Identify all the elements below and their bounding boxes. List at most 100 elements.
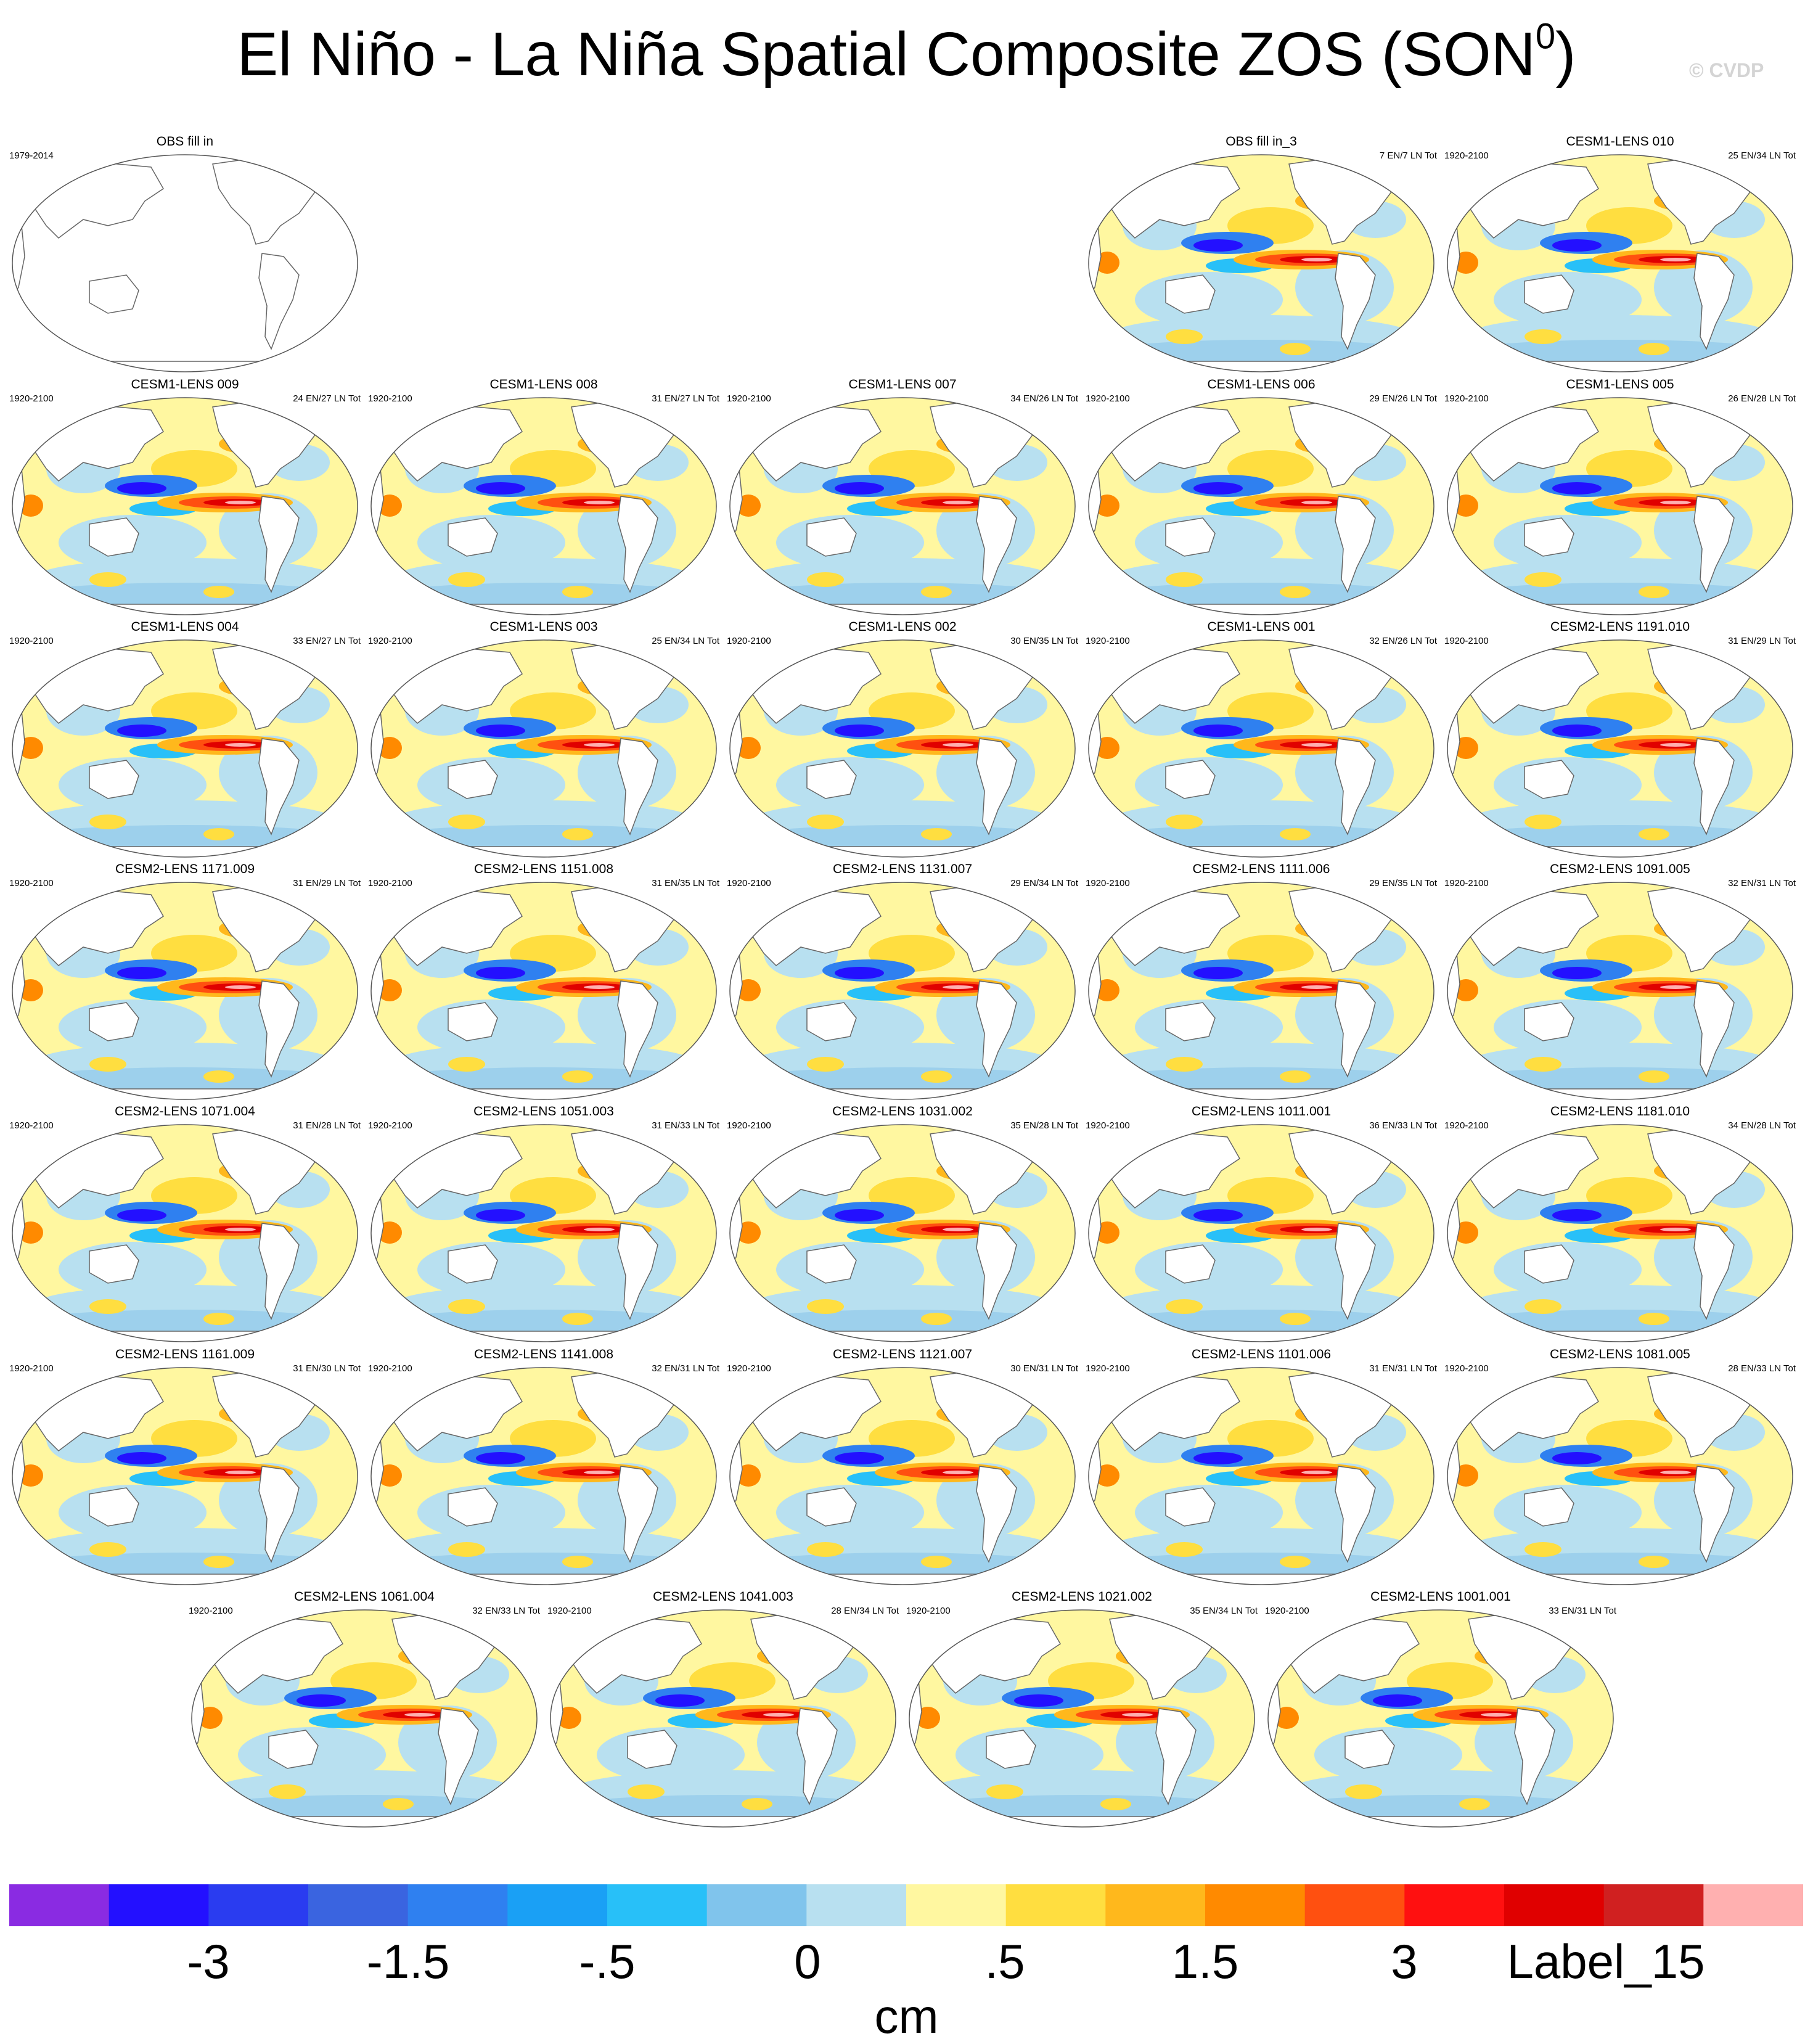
- el-nino-tongue-peak: [1660, 1471, 1691, 1474]
- panel-year-range: 1920-2100: [727, 1120, 771, 1131]
- map-border: [370, 397, 717, 615]
- west-pacific-negative-core: [655, 1694, 705, 1707]
- antarctica-landmass: [371, 1088, 716, 1099]
- south-america-landmass: [796, 1708, 838, 1805]
- ocean-anomaly-positive: [742, 1798, 772, 1810]
- south-america-landmass: [617, 738, 658, 835]
- antarctica-landmass: [1268, 1816, 1613, 1827]
- antarctica-landmass: [1089, 1331, 1434, 1342]
- robinson-map: [12, 1367, 358, 1585]
- antarctica-landmass: [730, 1331, 1075, 1342]
- panel-year-range: 1920-2100: [727, 1363, 771, 1374]
- robinson-map: [1447, 1367, 1793, 1585]
- australia-landmass: [627, 1730, 677, 1769]
- map-border: [729, 397, 1076, 615]
- australia-landmass: [448, 760, 498, 799]
- ocean-anomaly-positive: [1166, 1057, 1203, 1072]
- west-pacific-negative-core: [1193, 967, 1243, 979]
- map-border: [1088, 882, 1434, 1100]
- panel-event-counts: 25 EN/34 LN Tot: [652, 636, 719, 646]
- map-border: [909, 1609, 1255, 1828]
- australia-landmass: [89, 760, 139, 799]
- greenland-landmass: [316, 1130, 346, 1156]
- panel-title: CESM1-LENS 003: [489, 620, 598, 634]
- el-nino-tongue-peak: [1301, 501, 1332, 504]
- map-border: [1447, 639, 1793, 858]
- antarctica-landmass: [909, 1816, 1254, 1827]
- antarctica-landmass: [1089, 1088, 1434, 1099]
- robinson-map: [370, 1124, 717, 1342]
- australia-landmass: [89, 1487, 139, 1527]
- robinson-map: [1447, 639, 1793, 858]
- panel-year-range: 1920-2100: [1086, 393, 1130, 404]
- south-america-landmass: [1693, 1466, 1735, 1563]
- map-panel: OBS fill in 1979-2014: [9, 134, 361, 375]
- panel-year-range: 1920-2100: [547, 1606, 592, 1616]
- south-america-landmass: [1693, 253, 1735, 350]
- ocean-anomaly-positive: [1166, 815, 1203, 829]
- panel-title: OBS fill in_3: [1226, 134, 1297, 149]
- map-border: [729, 639, 1076, 858]
- el-nino-tongue-peak: [943, 501, 973, 504]
- antarctica-landmass: [12, 361, 358, 372]
- antarctica-landmass: [1089, 604, 1434, 615]
- west-pacific-negative-core: [117, 482, 166, 495]
- map-border: [1447, 1367, 1793, 1585]
- greenland-landmass: [854, 1615, 884, 1641]
- el-nino-tongue-peak: [1301, 1471, 1332, 1474]
- map-panel: CESM2-LENS 1051.003 1920-2100 31 EN/33 LN …: [368, 1104, 719, 1345]
- robinson-map: [1088, 882, 1434, 1100]
- ocean-anomaly-positive: [89, 815, 126, 829]
- panel-year-range: 1920-2100: [1444, 1363, 1489, 1374]
- australia-landmass: [1524, 1002, 1574, 1041]
- panel-event-counts: 35 EN/34 LN Tot: [1190, 1606, 1258, 1616]
- south-america-landmass: [1335, 980, 1376, 1078]
- colorbar-tick-label: -1.5: [366, 1934, 450, 1989]
- west-pacific-negative-core: [1552, 482, 1602, 495]
- antarctica-landmass: [1447, 1088, 1793, 1099]
- south-america-landmass: [1693, 1223, 1735, 1320]
- map-border: [12, 639, 358, 858]
- colorbar-tick-label: 3: [1391, 1934, 1418, 1989]
- greenland-landmass: [675, 1130, 705, 1156]
- panel-event-counts: 32 EN/31 LN Tot: [652, 1363, 719, 1374]
- map-border: [370, 639, 717, 858]
- ocean-anomaly-positive: [1280, 1313, 1311, 1325]
- robinson-map: [550, 1609, 896, 1828]
- west-pacific-negative-core: [117, 967, 166, 979]
- colorbar-tick-label: 0: [794, 1934, 821, 1989]
- panel-event-counts: 34 EN/26 LN Tot: [1010, 393, 1078, 404]
- el-nino-tongue-peak: [763, 1713, 794, 1717]
- map-panel: CESM2-LENS 1131.007 1920-2100 29 EN/34 LN …: [727, 862, 1078, 1102]
- ocean-anomaly-positive: [383, 1798, 414, 1810]
- robinson-map: [370, 1367, 717, 1585]
- ocean-anomaly-positive: [1524, 572, 1561, 587]
- panel-year-range: 1920-2100: [368, 636, 412, 646]
- colorbar-swatch: [806, 1884, 907, 1926]
- map-panel: CESM1-LENS 010 1920-2100 25 EN/34 LN Tot: [1444, 134, 1796, 375]
- australia-landmass: [806, 760, 857, 799]
- west-pacific-negative-core: [476, 1452, 525, 1464]
- robinson-map: [1088, 1367, 1434, 1585]
- map-border: [729, 1124, 1076, 1342]
- panel-title: CESM2-LENS 1071.004: [115, 1104, 255, 1118]
- ocean-anomaly-positive: [1639, 1070, 1669, 1083]
- australia-landmass: [1165, 517, 1216, 557]
- panel-title: CESM2-LENS 1101.006: [1191, 1347, 1332, 1361]
- robinson-map: [370, 882, 717, 1100]
- colorbar-swatch: [1105, 1884, 1206, 1926]
- ocean-anomaly-positive: [1524, 1057, 1561, 1072]
- colorbar-swatch: [607, 1884, 708, 1926]
- map-panel: CESM2-LENS 1071.004 1920-2100 31 EN/28 LN …: [9, 1104, 361, 1345]
- colorbar-swatch: [1504, 1884, 1605, 1926]
- robinson-map: [191, 1609, 538, 1828]
- south-america-landmass: [258, 496, 300, 593]
- panel-event-counts: 31 EN/29 LN Tot: [1728, 636, 1796, 646]
- panel-year-range: 1920-2100: [9, 1363, 54, 1374]
- ocean-anomaly-positive: [562, 1556, 593, 1568]
- australia-landmass: [1524, 1487, 1574, 1527]
- colorbar-swatch: [1005, 1884, 1106, 1926]
- ocean-anomaly-positive: [89, 1057, 126, 1072]
- ocean-anomaly-positive: [1639, 343, 1669, 355]
- australia-landmass: [806, 1002, 857, 1041]
